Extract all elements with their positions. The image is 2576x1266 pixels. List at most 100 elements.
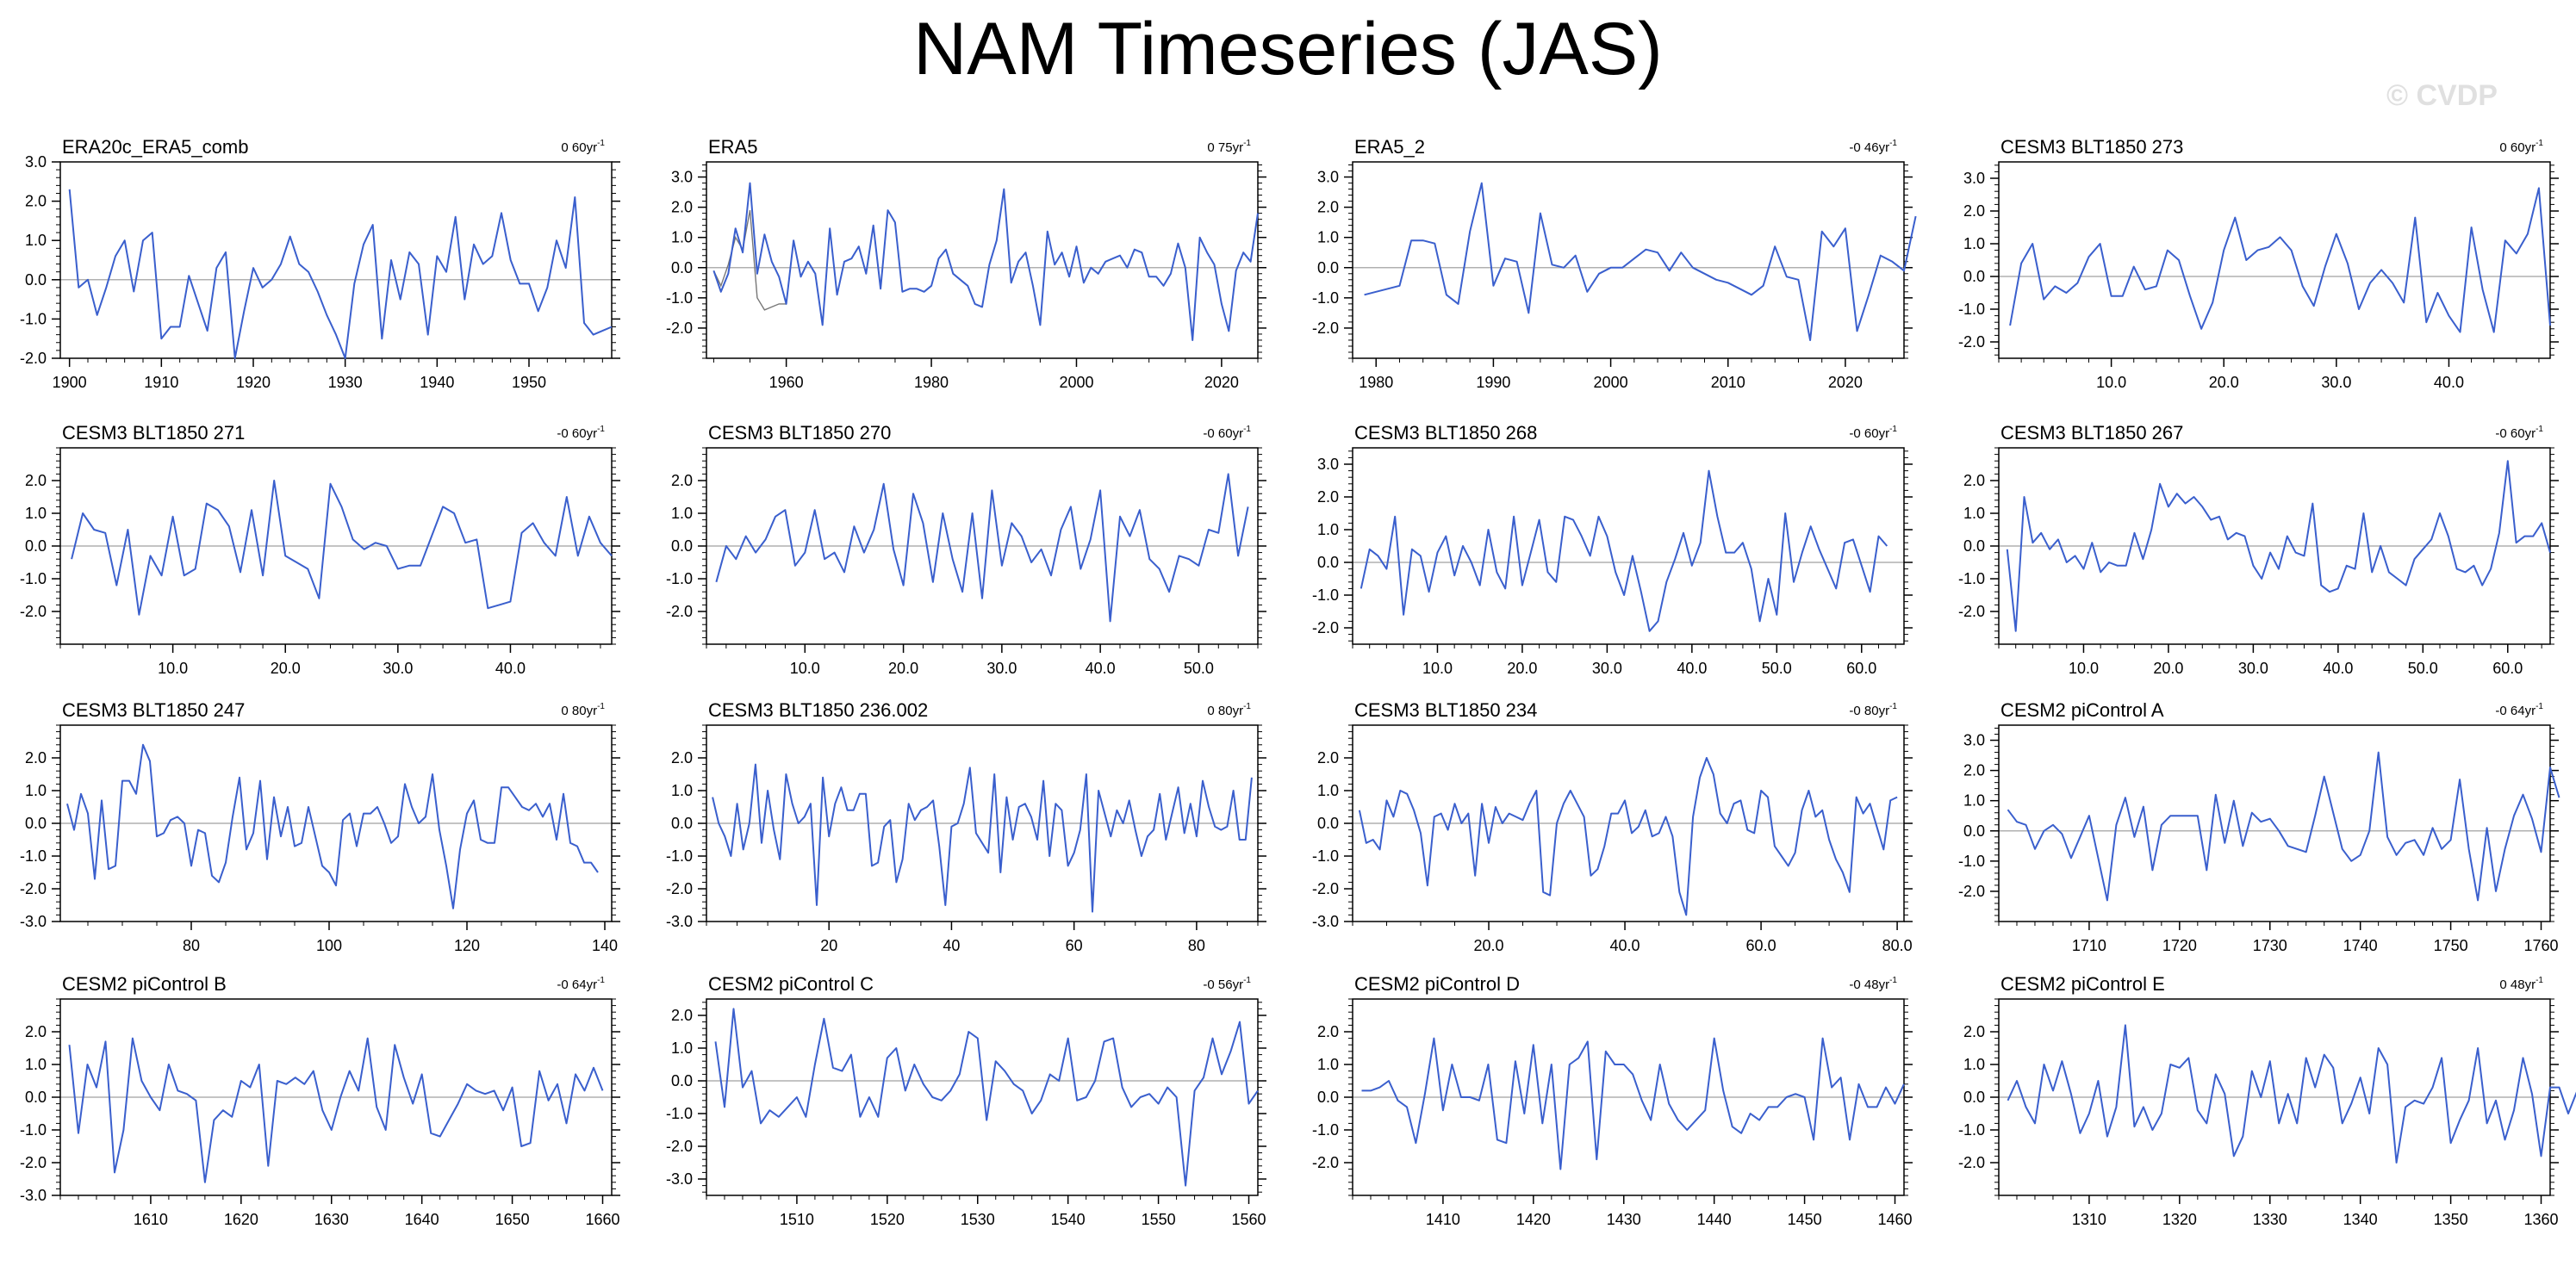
series-line: [66, 743, 599, 909]
y-tick-label: 2.0: [1317, 749, 1339, 766]
x-tick-label: 1410: [1426, 1211, 1460, 1228]
y-tick-label: 1.0: [1317, 1056, 1339, 1073]
y-tick-label: -1.0: [666, 1105, 693, 1122]
y-tick-label: -2.0: [1958, 603, 1985, 620]
series-line: [1364, 182, 1917, 341]
panel: CESM2 piControl B -0 64yr-1 -3.0 -2.0 -1.0 0.…: [20, 973, 620, 1228]
panel: CESM2 piControl D -0 48yr-1 -2.0 -1.0 0.0 1.0…: [1312, 973, 1913, 1228]
x-tick-label: 10.0: [790, 660, 820, 677]
x-tick-label: 1730: [2253, 937, 2287, 954]
y-tick-label: 2.0: [1963, 1023, 1985, 1040]
y-tick-label: -3.0: [20, 913, 47, 930]
x-tick-label: 20.0: [888, 660, 918, 677]
y-tick-label: 2.0: [1963, 762, 1985, 779]
y-tick-label: 1.0: [1317, 229, 1339, 246]
panel-trend: 0 60yr-1: [2499, 139, 2543, 155]
y-tick-label: -1.0: [1958, 1121, 1985, 1139]
panel-title: CESM3 BLT1850 267: [2000, 422, 2183, 444]
plot-frame: [59, 161, 613, 359]
x-tick-label: 1980: [1359, 374, 1393, 391]
y-tick-label: 1.0: [25, 232, 47, 249]
x-tick-label: 80: [1188, 937, 1205, 954]
y-tick-label: -3.0: [1312, 913, 1339, 930]
y-tick-label: 0.0: [671, 259, 693, 276]
panel-title: CESM3 BLT1850 268: [1354, 422, 1537, 444]
x-tick-label: 1540: [1051, 1211, 1086, 1228]
x-tick-label: 50.0: [1762, 660, 1792, 677]
x-tick-label: 2010: [1711, 374, 1745, 391]
x-tick-label: 1360: [2523, 1211, 2558, 1228]
y-tick-label: 1.0: [671, 1039, 693, 1057]
panel-title: CESM3 BLT1850 270: [708, 422, 891, 444]
y-tick-label: 1.0: [25, 1056, 47, 1073]
panel-trend: -0 60yr-1: [1203, 425, 1251, 441]
x-tick-label: 20.0: [1507, 660, 1537, 677]
y-tick-label: 3.0: [1963, 170, 1985, 187]
y-tick-label: 2.0: [671, 472, 693, 489]
y-tick-label: 0.0: [1317, 815, 1339, 832]
panel-trend: -0 46yr-1: [1849, 139, 1897, 155]
y-tick-label: 2.0: [671, 1007, 693, 1024]
panel: CESM2 piControl C -0 56yr-1 -3.0 -2.0 -1.0 0.…: [666, 973, 1266, 1228]
x-tick-label: 1990: [1476, 374, 1510, 391]
y-tick-label: -1.0: [1312, 847, 1339, 865]
x-tick-label: 1950: [512, 374, 546, 391]
panel-trend: -0 48yr-1: [1849, 976, 1897, 992]
y-tick-label: -2.0: [20, 603, 47, 620]
y-tick-label: -1.0: [1958, 570, 1985, 587]
panel-trend: 0 80yr-1: [561, 702, 605, 718]
series-line: [714, 1008, 1259, 1187]
y-tick-label: 0.0: [1317, 259, 1339, 276]
x-tick-label: 1740: [2343, 937, 2378, 954]
x-tick-label: 30.0: [383, 660, 413, 677]
x-tick-label: 1610: [134, 1211, 168, 1228]
panel: CESM3 BLT1850 271 -0 60yr-1 -2.0 -1.0 0.0 1.0…: [20, 422, 620, 677]
y-tick-label: 1.0: [25, 505, 47, 522]
series-line: [2007, 1024, 2576, 1164]
page-title: NAM Timeseries (JAS): [913, 8, 1663, 90]
x-tick-label: 1760: [2523, 937, 2558, 954]
panel: CESM3 BLT1850 270 -0 60yr-1 -2.0 -1.0 0.0 1.0…: [666, 422, 1266, 677]
y-tick-label: -1.0: [1312, 1121, 1339, 1139]
x-tick-label: 40: [943, 937, 960, 954]
panel: CESM2 piControl E 0 48yr-1 -2.0 -1.0 0.0 1.0 2…: [1958, 973, 2576, 1228]
x-tick-label: 1720: [2162, 937, 2197, 954]
panel: CESM2 piControl A -0 64yr-1 -2.0 -1.0 0.0 1.0…: [1958, 699, 2560, 954]
series-line: [2006, 460, 2551, 632]
y-tick-label: -1.0: [20, 310, 47, 327]
x-tick-label: 1960: [769, 374, 804, 391]
y-tick-label: 2.0: [671, 749, 693, 766]
panel-title: CESM3 BLT1850 271: [62, 422, 245, 444]
y-tick-label: -2.0: [1312, 619, 1339, 636]
y-tick-label: -3.0: [666, 913, 693, 930]
y-tick-label: 1.0: [1963, 505, 1985, 522]
y-tick-label: -1.0: [666, 847, 693, 865]
panel-trend: -0 64yr-1: [557, 976, 605, 992]
y-tick-label: 0.0: [25, 1089, 47, 1106]
x-tick-label: 1350: [2434, 1211, 2468, 1228]
series-line: [68, 189, 613, 359]
x-tick-label: 2000: [1594, 374, 1628, 391]
x-tick-label: 1560: [1231, 1211, 1266, 1228]
y-tick-label: -1.0: [1312, 586, 1339, 604]
y-tick-label: 0.0: [25, 815, 47, 832]
panel-trend: -0 64yr-1: [2495, 702, 2543, 718]
panel-title: ERA5: [708, 136, 757, 158]
panel: ERA5 0 75yr-1 -2.0 -1.0 0.0 1.0 2.0 3.0 1960 1980…: [666, 136, 1266, 391]
panel-title: CESM2 piControl D: [1354, 973, 1520, 995]
panel-title: CESM2 piControl E: [2000, 973, 2165, 995]
x-tick-label: 30.0: [2238, 660, 2268, 677]
x-tick-label: 1510: [780, 1211, 814, 1228]
series-line: [2009, 187, 2551, 333]
y-tick-label: 0.0: [1963, 1089, 1985, 1106]
x-tick-label: 40.0: [2434, 374, 2464, 391]
y-tick-label: 1.0: [671, 782, 693, 799]
x-tick-label: 60: [1066, 937, 1083, 954]
y-tick-label: -1.0: [1958, 853, 1985, 870]
x-tick-label: 40.0: [1677, 660, 1707, 677]
y-tick-label: -2.0: [1312, 320, 1339, 337]
y-tick-label: 3.0: [25, 153, 47, 171]
x-tick-label: 60.0: [2492, 660, 2523, 677]
x-tick-label: 20: [820, 937, 837, 954]
